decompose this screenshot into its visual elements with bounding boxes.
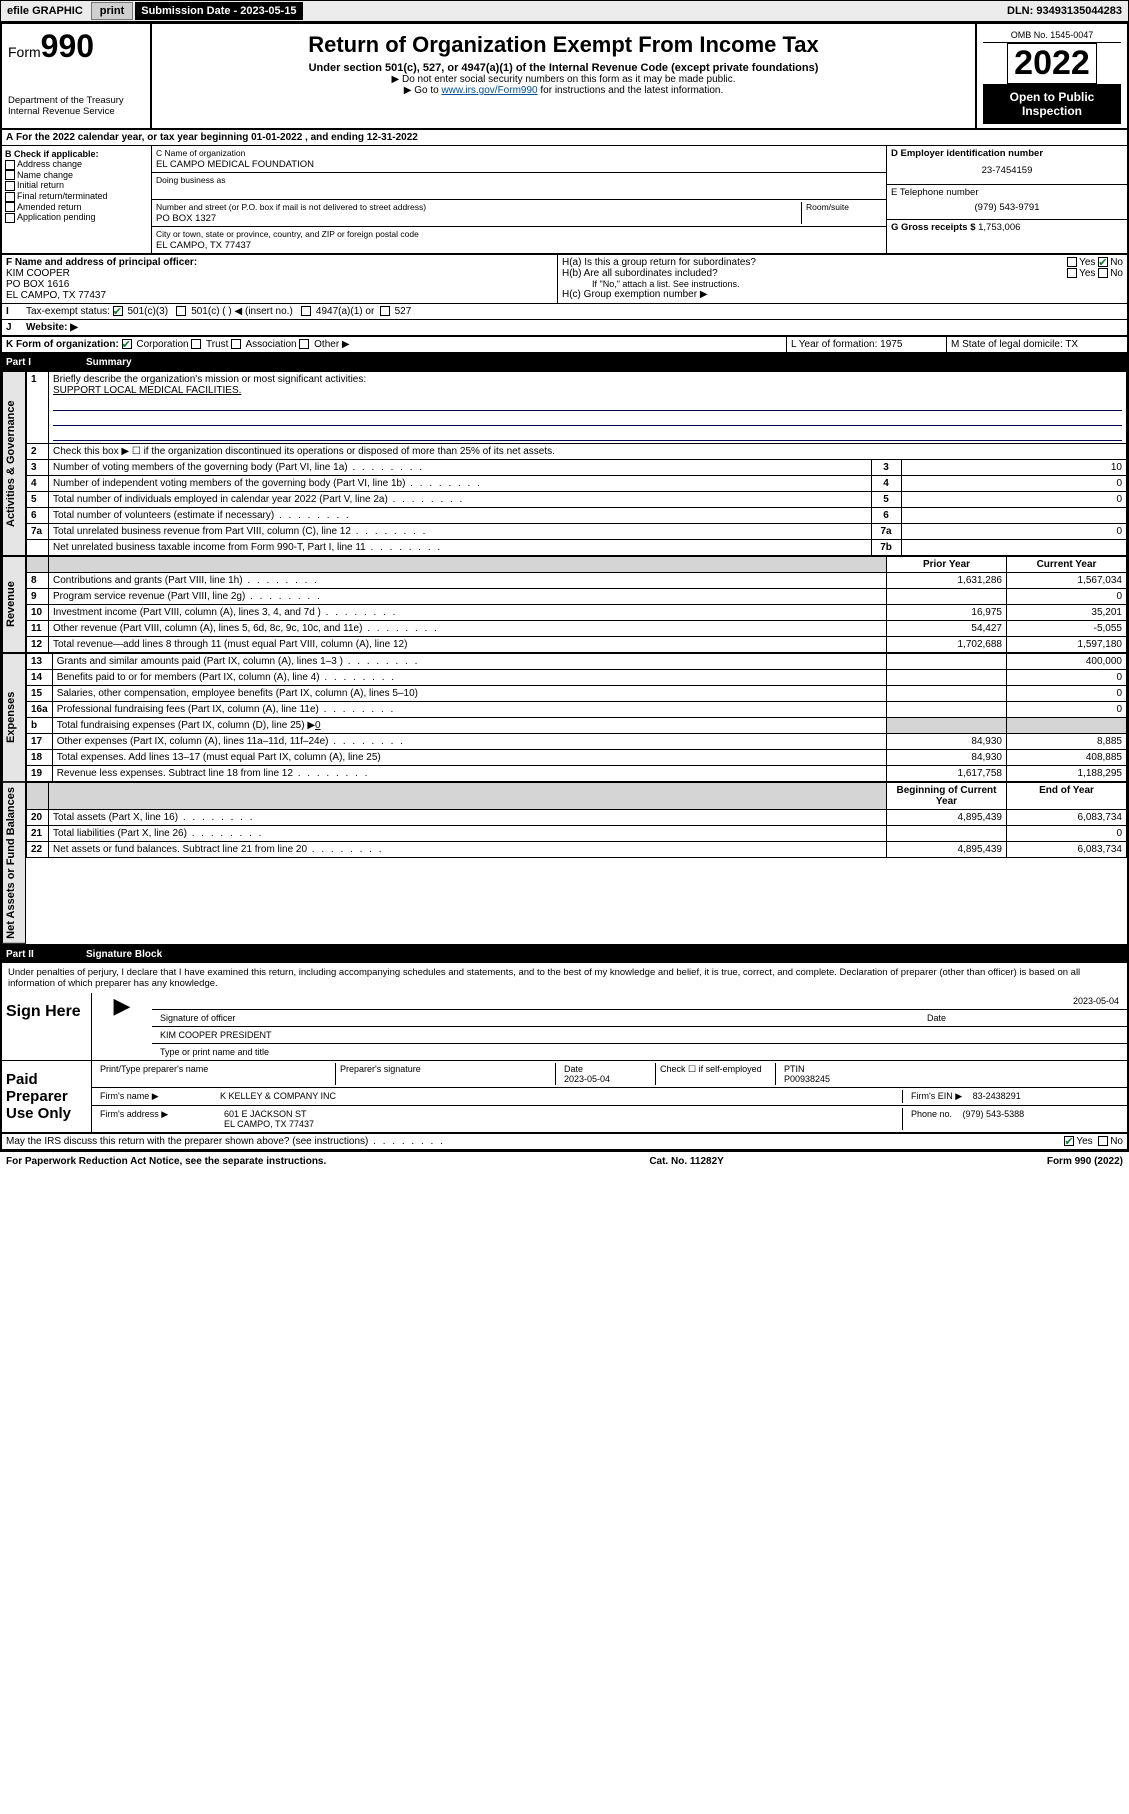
- officer-addr2: EL CAMPO, TX 77437: [6, 290, 106, 301]
- arrow-icon: ▶: [92, 993, 152, 1060]
- side-netassets: Net Assets or Fund Balances: [2, 782, 26, 944]
- irs-label: Internal Revenue Service: [8, 106, 144, 117]
- l8-py: 1,631,286: [887, 573, 1007, 589]
- row-i: I Tax-exempt status: 501(c)(3) 501(c) ( …: [0, 304, 1129, 320]
- chk-initial[interactable]: Initial return: [5, 180, 148, 191]
- year-formed: 1975: [880, 339, 902, 350]
- phone: (979) 543-9791: [891, 198, 1123, 217]
- col-b-checkboxes: B Check if applicable: Address change Na…: [2, 146, 152, 253]
- form990-link[interactable]: www.irs.gov/Form990: [441, 85, 537, 96]
- omb-number: OMB No. 1545-0047: [983, 28, 1121, 43]
- chk-4947[interactable]: [301, 306, 311, 316]
- tax-year: 2022: [1007, 43, 1097, 84]
- hdr-center: Return of Organization Exempt From Incom…: [152, 24, 977, 128]
- row-klm: K Form of organization: Corporation Trus…: [0, 337, 1129, 354]
- gross-receipts-label: G Gross receipts $: [891, 222, 975, 233]
- declaration: Under penalties of perjury, I declare th…: [0, 963, 1129, 993]
- firm-name: K KELLEY & COMPANY INC: [216, 1090, 903, 1103]
- row-j: J Website: ▶: [0, 320, 1129, 337]
- chk-trust[interactable]: [191, 339, 201, 349]
- l8-cy: 1,567,034: [1007, 573, 1127, 589]
- hdr-right: OMB No. 1545-0047 2022 Open to Public In…: [977, 24, 1127, 128]
- chk-address[interactable]: Address change: [5, 159, 148, 170]
- chk-pending[interactable]: Application pending: [5, 212, 148, 223]
- chk-other[interactable]: [299, 339, 309, 349]
- form-header: Form990 Department of the Treasury Inter…: [0, 22, 1129, 130]
- entity-block: B Check if applicable: Address change Na…: [0, 146, 1129, 255]
- l3-val: 10: [901, 460, 1126, 476]
- footer: For Paperwork Reduction Act Notice, see …: [0, 1151, 1129, 1171]
- ptin: P00938245: [780, 1073, 834, 1085]
- dln: DLN: 93493135044283: [1007, 5, 1128, 17]
- h-b: H(b) Are all subordinates included? Yes …: [562, 268, 1123, 279]
- sec-expenses: Expenses 13Grants and similar amounts pa…: [0, 653, 1129, 782]
- chk-501c[interactable]: [176, 306, 186, 316]
- return-title: Return of Organization Exempt From Incom…: [158, 32, 969, 58]
- chk-corp[interactable]: [122, 339, 132, 349]
- side-revenue: Revenue: [2, 556, 26, 653]
- chk-amended[interactable]: Amended return: [5, 202, 148, 213]
- line-a: A For the 2022 calendar year, or tax yea…: [0, 130, 1129, 146]
- form-number: Form990: [8, 28, 144, 65]
- l6-val: [901, 508, 1126, 524]
- chk-527[interactable]: [380, 306, 390, 316]
- col-c-name-addr: C Name of organizationEL CAMPO MEDICAL F…: [152, 146, 887, 253]
- mission: SUPPORT LOCAL MEDICAL FACILITIES.: [53, 385, 241, 396]
- efile-label: efile GRAPHIC: [1, 5, 89, 17]
- ein: 23-7454159: [891, 159, 1123, 182]
- side-activities: Activities & Governance: [2, 371, 26, 556]
- domicile: TX: [1065, 339, 1078, 350]
- col-d-e-g: D Employer identification number23-74541…: [887, 146, 1127, 253]
- note-link: ▶ Go to www.irs.gov/Form990 for instruct…: [158, 85, 969, 96]
- efile-topbar: efile GRAPHIC print Submission Date - 20…: [0, 0, 1129, 22]
- chk-assoc[interactable]: [231, 339, 241, 349]
- return-subtitle: Under section 501(c), 527, or 4947(a)(1)…: [158, 62, 969, 74]
- h-a: H(a) Is this a group return for subordin…: [562, 257, 1123, 268]
- h-c: H(c) Group exemption number ▶: [562, 289, 1123, 300]
- open-public: Open to Public Inspection: [983, 84, 1121, 124]
- discuss-yes[interactable]: [1064, 1136, 1074, 1146]
- gross-receipts: 1,753,006: [978, 222, 1020, 233]
- l5-val: 0: [901, 492, 1126, 508]
- org-street: PO BOX 1327: [156, 213, 216, 224]
- org-city: EL CAMPO, TX 77437: [156, 240, 251, 251]
- submission-date-label: Submission Date - 2023-05-15: [135, 2, 302, 20]
- paid-preparer-label: Paid Preparer Use Only: [2, 1061, 92, 1132]
- note-ssn: ▶ Do not enter social security numbers o…: [158, 74, 969, 85]
- l4-val: 0: [901, 476, 1126, 492]
- officer-addr1: PO BOX 1616: [6, 279, 69, 290]
- signature-block: Sign Here ▶ 2023-05-04 Signature of offi…: [0, 993, 1129, 1134]
- discuss-no[interactable]: [1098, 1136, 1108, 1146]
- row-f-h: F Name and address of principal officer:…: [0, 255, 1129, 304]
- print-button[interactable]: print: [91, 2, 133, 20]
- sec-netassets: Net Assets or Fund Balances Beginning of…: [0, 782, 1129, 946]
- part1-header: Part I Summary: [0, 354, 1129, 371]
- chk-name[interactable]: Name change: [5, 170, 148, 181]
- officer-name: KIM COOPER: [6, 268, 70, 279]
- officer-sig-name: KIM COOPER PRESIDENT: [156, 1029, 276, 1041]
- side-expenses: Expenses: [2, 653, 26, 782]
- org-name: EL CAMPO MEDICAL FOUNDATION: [156, 159, 314, 170]
- dept-treasury: Department of the Treasury: [8, 95, 144, 106]
- discuss-row: May the IRS discuss this return with the…: [0, 1134, 1129, 1151]
- sec-activities: Activities & Governance 1 Briefly descri…: [0, 371, 1129, 556]
- sign-here-label: Sign Here: [2, 993, 92, 1060]
- sec-revenue: Revenue Prior YearCurrent Year 8Contribu…: [0, 556, 1129, 653]
- chk-501c3[interactable]: [113, 306, 123, 316]
- chk-final[interactable]: Final return/terminated: [5, 191, 148, 202]
- part2-header: Part II Signature Block: [0, 946, 1129, 963]
- l7b-val: [901, 540, 1126, 556]
- firm-ein: 83-2438291: [969, 1090, 1025, 1102]
- l7a-val: 0: [901, 524, 1126, 540]
- preparer-phone: (979) 543-5388: [959, 1108, 1029, 1120]
- hdr-left: Form990 Department of the Treasury Inter…: [2, 24, 152, 128]
